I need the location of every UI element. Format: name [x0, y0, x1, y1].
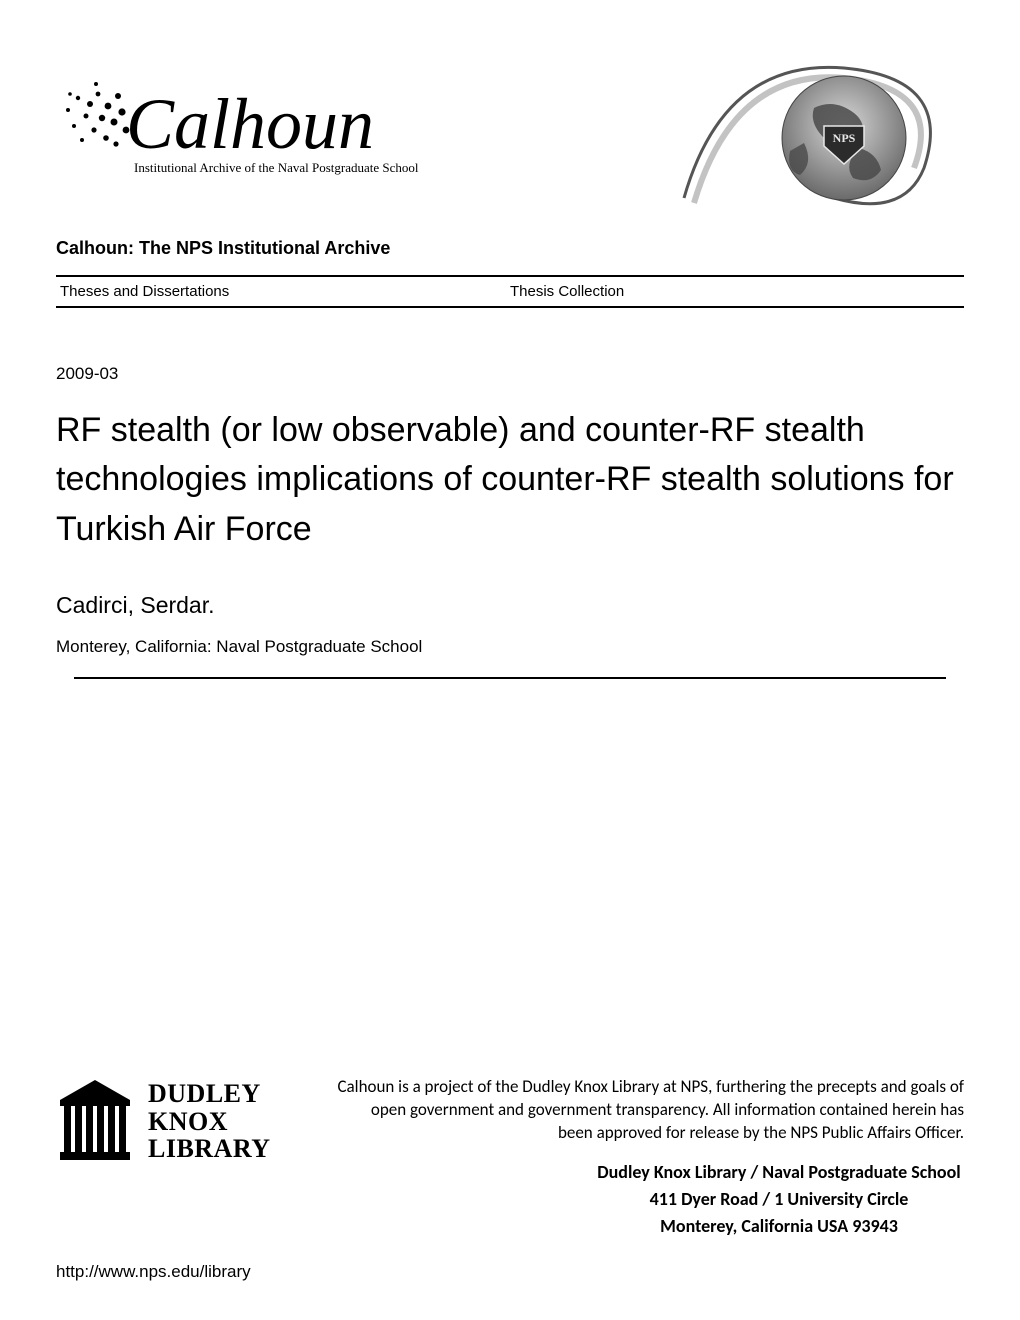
library-columns-icon: [56, 1076, 134, 1166]
nps-globe-logo: NPS: [664, 48, 964, 218]
footer-address: Dudley Knox Library / Naval Postgraduate…: [594, 1159, 964, 1240]
dkl-line: LIBRARY: [148, 1135, 271, 1162]
address-line: Monterey, California USA 93943: [594, 1213, 964, 1240]
publisher: Monterey, California: Naval Postgraduate…: [56, 637, 964, 657]
svg-text:Institutional Archive of the N: Institutional Archive of the Naval Postg…: [134, 160, 419, 175]
dkl-line: KNOX: [148, 1108, 271, 1135]
dkl-line: DUDLEY: [148, 1080, 271, 1107]
publication-date: 2009-03: [56, 364, 964, 384]
footer-description: Calhoun is a project of the Dudley Knox …: [334, 1076, 964, 1145]
svg-text:NPS: NPS: [833, 131, 856, 145]
footer: DUDLEY KNOX LIBRARY Calhoun is a project…: [56, 1076, 964, 1282]
address-line: 411 Dyer Road / 1 University Circle: [594, 1186, 964, 1213]
archive-title: Calhoun: The NPS Institutional Archive: [56, 238, 964, 259]
divider: [74, 677, 946, 679]
document-title: RF stealth (or low observable) and count…: [56, 406, 964, 554]
author: Cadirci, Serdar.: [56, 592, 964, 619]
svg-text:Calhoun: Calhoun: [126, 84, 374, 164]
header-row: Calhoun Institutional Archive of the Nav…: [56, 48, 964, 218]
divider: [56, 306, 964, 308]
collection-row: Theses and Dissertations Thesis Collecti…: [56, 277, 964, 306]
dudley-knox-library-logo: DUDLEY KNOX LIBRARY: [56, 1076, 316, 1166]
dkl-wordmark: DUDLEY KNOX LIBRARY: [148, 1080, 271, 1162]
address-line: Dudley Knox Library / Naval Postgraduate…: [594, 1159, 964, 1186]
collection-right: Thesis Collection: [510, 283, 960, 300]
collection-left: Theses and Dissertations: [60, 283, 510, 300]
calhoun-logo: Calhoun Institutional Archive of the Nav…: [56, 48, 426, 198]
library-url: http://www.nps.edu/library: [56, 1262, 964, 1282]
footer-top: DUDLEY KNOX LIBRARY Calhoun is a project…: [56, 1076, 964, 1240]
